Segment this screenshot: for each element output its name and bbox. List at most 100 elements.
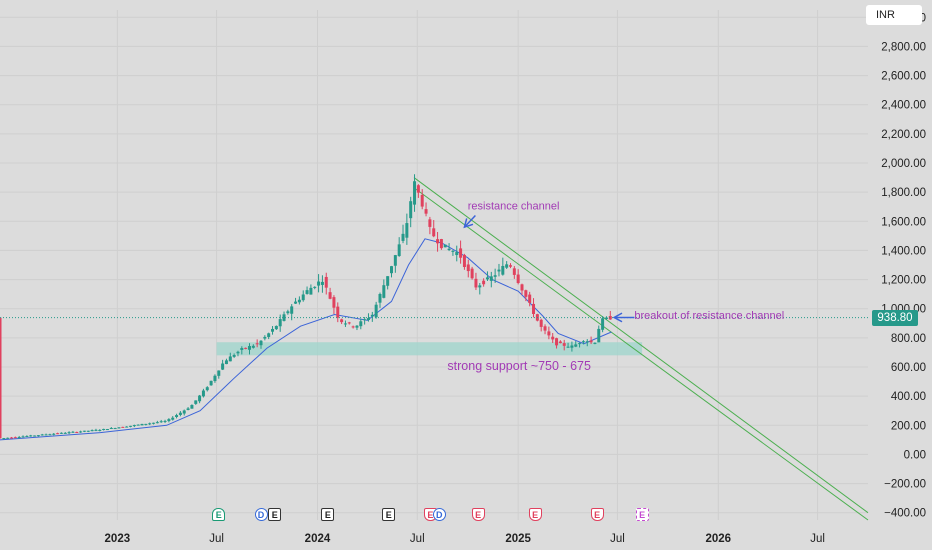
candle-body — [48, 434, 52, 436]
candle-body — [466, 264, 470, 272]
x-tick-label: Jul — [209, 533, 224, 545]
earnings-event-icon[interactable]: E — [590, 508, 604, 521]
candle-body — [317, 281, 321, 286]
candle-body — [585, 341, 589, 343]
candle-body — [247, 346, 251, 350]
candle-body — [6, 437, 10, 439]
candle-body — [171, 417, 175, 420]
resistance-arrow — [463, 214, 476, 228]
earnings-event-icon[interactable]: E — [471, 508, 485, 521]
candle-body — [570, 345, 574, 348]
candle-body — [578, 343, 582, 345]
candle-body — [98, 429, 102, 431]
candle-body — [340, 319, 344, 323]
candle-body — [75, 431, 79, 433]
candle-body — [267, 333, 271, 337]
candle-body — [221, 363, 225, 370]
dividend-event-icon[interactable]: D — [432, 508, 446, 521]
earnings-event-icon[interactable]: E — [321, 508, 335, 521]
candle-body — [44, 434, 48, 436]
candle-body — [175, 415, 179, 418]
candle-body — [604, 317, 608, 319]
dividend-event-icon[interactable]: D — [254, 508, 268, 521]
candle-body — [420, 194, 424, 207]
candle-body — [436, 239, 440, 244]
candle-body — [67, 432, 71, 434]
candle-body — [543, 326, 547, 331]
x-tick-label: Jul — [410, 533, 425, 545]
candle-body — [198, 395, 202, 402]
earnings-event-icon[interactable]: E — [268, 508, 282, 521]
candle-body — [462, 254, 466, 268]
candle-body — [593, 342, 597, 344]
candle-body — [113, 428, 117, 430]
candle-body — [401, 233, 405, 241]
candle-body — [90, 430, 94, 432]
candle-body — [40, 434, 44, 436]
candle-body — [163, 420, 167, 422]
candle-body — [263, 336, 267, 339]
candle-body — [378, 293, 382, 303]
candle-body — [512, 268, 516, 275]
candle-body — [297, 299, 301, 303]
x-axis[interactable]: 2023 Jul 2024 Jul 2025 Jul 2026 Jul — [105, 533, 825, 545]
currency-label[interactable]: INR — [866, 5, 922, 25]
y-tick-label: 2,400.00 — [881, 100, 926, 112]
candle-body — [516, 274, 520, 283]
candle-body — [144, 423, 148, 425]
x-tick-label: Jul — [810, 533, 825, 545]
last-price-tag: 938.80 — [872, 309, 918, 326]
earnings-event-icon[interactable]: E — [212, 508, 226, 521]
candle-body — [589, 340, 593, 343]
x-tick-label: 2026 — [706, 533, 732, 545]
candle-body — [451, 250, 455, 252]
candle-body — [290, 306, 294, 314]
candle-body — [520, 284, 524, 291]
candle-body — [524, 290, 528, 297]
candle-body — [136, 424, 140, 426]
candle-body — [459, 248, 463, 258]
candle-body — [416, 185, 420, 193]
candle-body — [209, 380, 213, 386]
y-tick-label: 2,000.00 — [881, 158, 926, 170]
candle-body — [474, 278, 478, 288]
candle-body — [228, 356, 232, 362]
candle-body — [581, 341, 585, 343]
y-tick-label: −400.00 — [884, 508, 926, 520]
candle-body — [413, 181, 417, 205]
candle-body — [159, 421, 163, 423]
x-tick-label: 2025 — [505, 533, 531, 545]
y-axis[interactable]: 3,000.002,800.002,600.002,400.002,200.00… — [881, 12, 926, 519]
earnings-event-icon[interactable]: E — [635, 508, 649, 521]
candle-body — [109, 428, 113, 430]
resistance-channel-lines[interactable] — [413, 177, 869, 521]
candle-body — [201, 390, 205, 397]
moving-average-line — [0, 238, 612, 441]
candle-body — [363, 319, 367, 321]
candle-body — [405, 223, 409, 238]
annotation-arrows — [463, 214, 635, 323]
candle-body — [140, 423, 144, 426]
candle-body — [547, 331, 551, 336]
earnings-event-icon[interactable]: E — [382, 508, 396, 521]
earnings-event-icon[interactable]: E — [528, 508, 542, 521]
candle-body — [313, 286, 317, 288]
candle-body — [493, 275, 497, 277]
candle-body — [71, 431, 75, 433]
candle-body — [63, 432, 67, 434]
candle-body — [320, 281, 324, 285]
candle-body — [409, 201, 413, 219]
candle-body — [478, 285, 482, 288]
support-zone-rect — [216, 342, 643, 356]
candle-body — [182, 410, 186, 414]
candlestick-series — [0, 174, 612, 440]
candle-body — [386, 276, 390, 286]
y-tick-label: 200.00 — [891, 420, 926, 432]
candle-body — [324, 276, 328, 288]
candle-body — [366, 318, 370, 321]
trend-line — [413, 177, 869, 514]
candle-body — [236, 351, 240, 354]
y-tick-label: 2,200.00 — [881, 129, 926, 141]
y-tick-label: 1,200.00 — [881, 275, 926, 287]
